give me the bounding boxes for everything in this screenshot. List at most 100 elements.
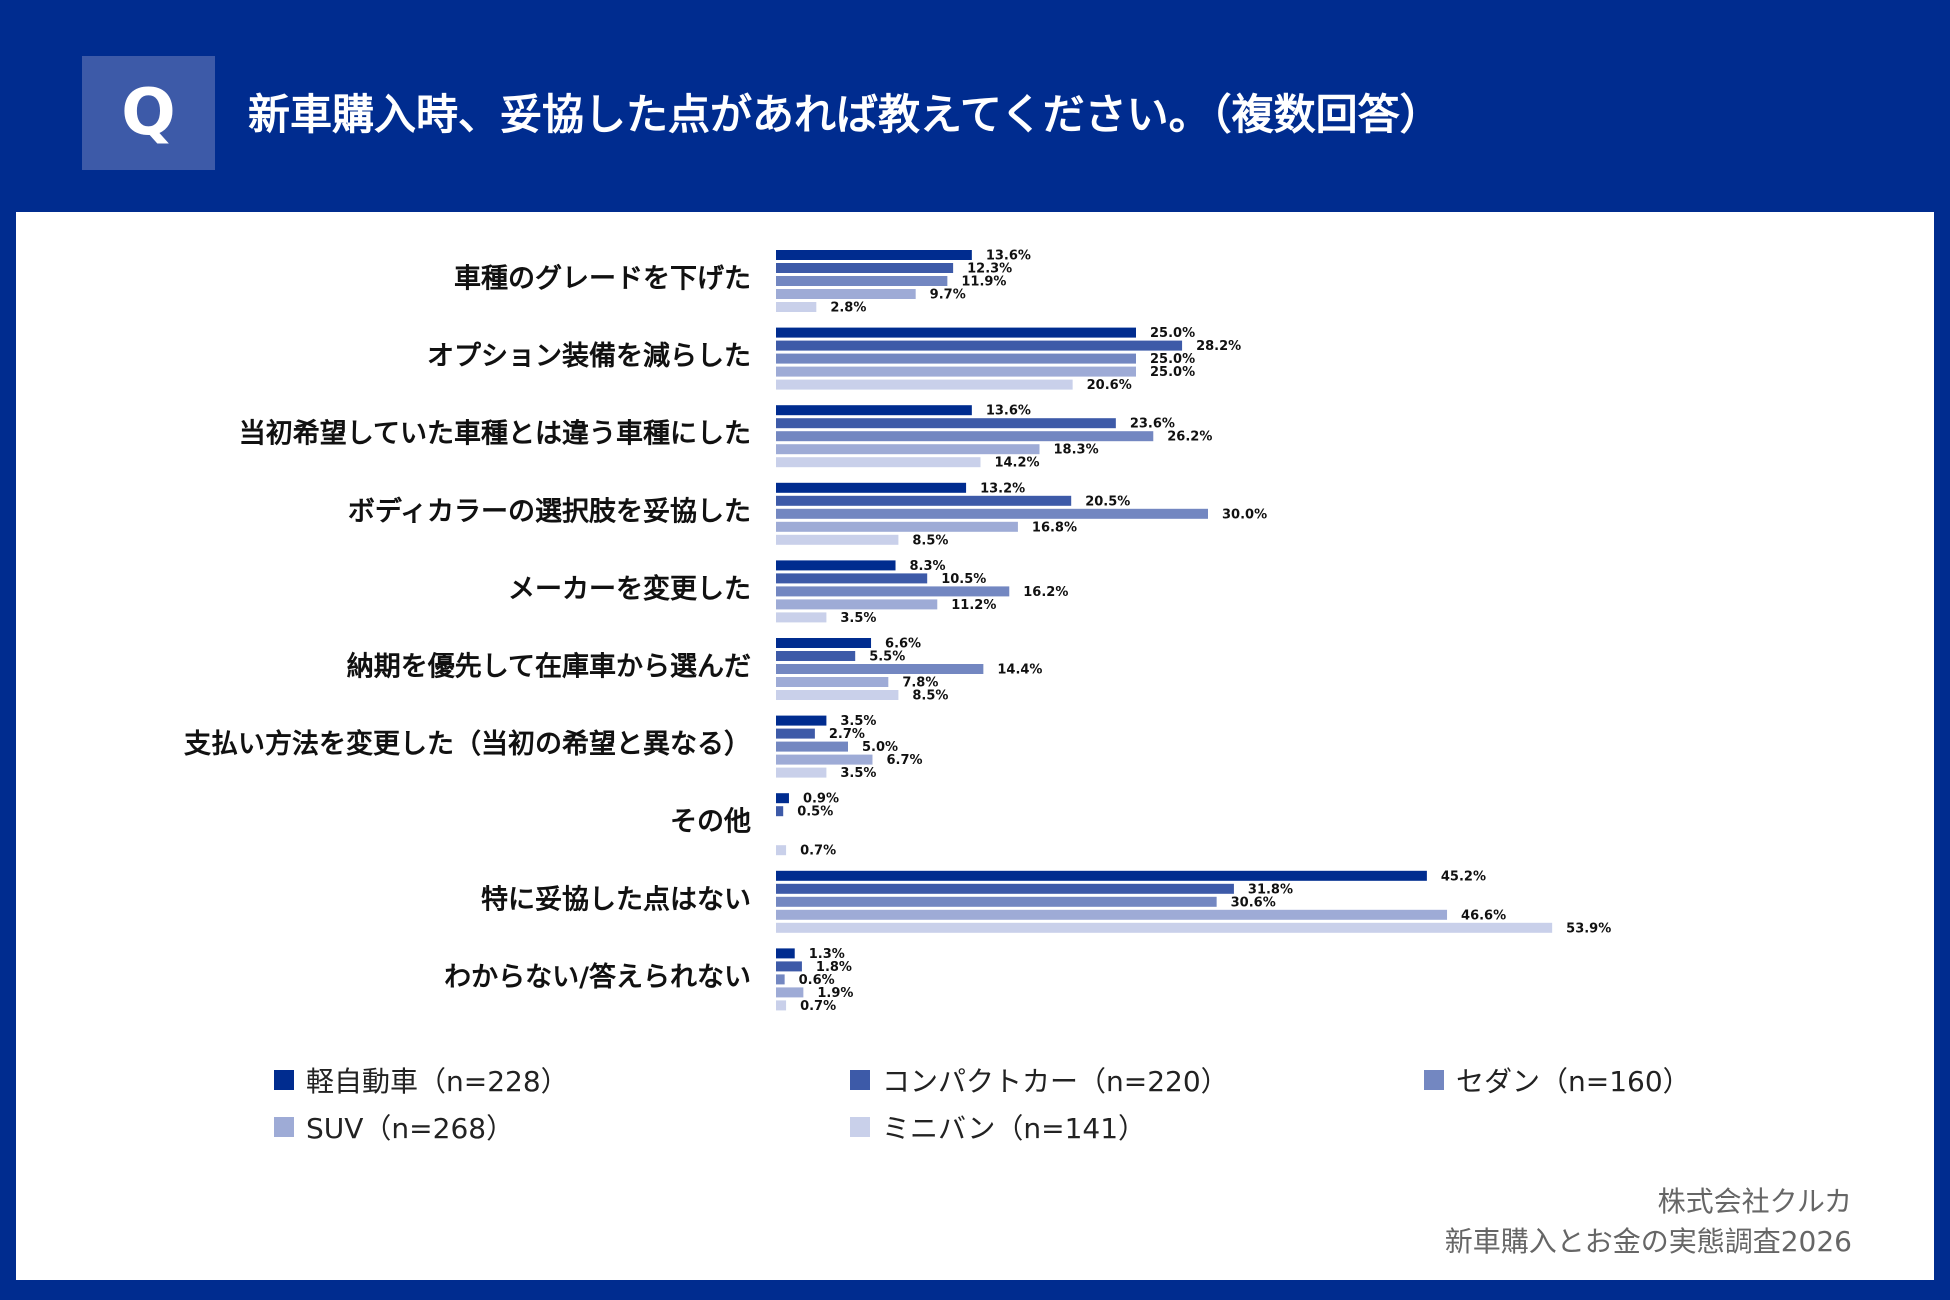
data-label: 5.0% [862, 740, 898, 755]
bar [776, 741, 848, 752]
bar [776, 922, 1553, 933]
bar [776, 534, 899, 545]
data-label: 2.7% [829, 727, 865, 742]
bar [776, 418, 1116, 429]
bar [776, 1000, 787, 1011]
category-label: 車種のグレードを下げた [454, 263, 751, 295]
bar [776, 276, 948, 286]
data-label: 11.9% [961, 275, 1006, 290]
data-label: 14.2% [994, 456, 1039, 471]
category-label: 支払い方法を変更した（当初の希望と異なる） [184, 728, 751, 760]
category-label: わからない/答えられない [444, 961, 751, 993]
chart-panel: 車種のグレードを下げた 13.6% 12.3% 11.9% 9.7% 2.8% オプション装… [16, 212, 1934, 1280]
category-label: 当初希望していた車種とは違う車種にした [239, 419, 751, 450]
data-label: 16.8% [1032, 520, 1077, 535]
data-label: 10.5% [941, 572, 986, 587]
credit-survey: 新車購入とお金の実態調査2026 [1444, 1225, 1852, 1258]
data-label: 18.3% [1054, 443, 1099, 458]
data-label: 5.5% [869, 650, 905, 665]
data-label: 23.6% [1130, 417, 1175, 432]
data-label: 26.2% [1167, 430, 1212, 445]
bar [776, 974, 785, 985]
bar [776, 263, 954, 273]
data-label: 31.8% [1248, 882, 1293, 897]
page-title: 新車購入時、妥協した点があれば教えてください。（複数回答） [248, 90, 1442, 139]
category-label: ボディカラーの選択肢を妥協した [348, 495, 751, 527]
data-label: 1.3% [809, 947, 845, 962]
data-label: 25.0% [1150, 352, 1195, 367]
data-label: 2.8% [830, 301, 866, 316]
bar [776, 444, 1040, 455]
bar [776, 302, 817, 312]
data-label: 0.9% [803, 792, 839, 807]
data-label: 13.2% [980, 481, 1025, 496]
bar [776, 495, 1072, 506]
data-label: 3.5% [840, 766, 876, 781]
bar [776, 767, 827, 778]
bar [776, 754, 873, 765]
data-label: 12.3% [967, 262, 1012, 277]
bar [776, 612, 827, 623]
data-label: 45.2% [1441, 869, 1486, 884]
data-label: 8.5% [912, 533, 948, 548]
data-label: 11.2% [951, 598, 996, 613]
bar [776, 690, 899, 700]
data-label: 20.5% [1085, 494, 1130, 509]
category-label: 納期を優先して在庫車から選んだ [347, 651, 751, 683]
data-label: 30.0% [1222, 507, 1267, 522]
bar [776, 599, 938, 610]
data-label: 28.2% [1196, 339, 1241, 354]
category-label: その他 [670, 807, 751, 838]
bar [776, 909, 1448, 920]
bar [776, 482, 967, 493]
bar [776, 715, 827, 726]
data-label: 20.6% [1087, 378, 1132, 393]
bar [776, 651, 856, 661]
data-label: 8.3% [910, 559, 946, 574]
bar [776, 806, 784, 817]
bar [776, 664, 984, 674]
data-label: 7.8% [902, 676, 938, 691]
bar [776, 948, 795, 959]
data-label: 3.5% [840, 714, 876, 729]
bar [776, 289, 916, 299]
bar [776, 793, 789, 804]
data-label: 9.7% [930, 288, 966, 303]
bar [776, 431, 1154, 442]
bar [776, 896, 1217, 907]
bar [776, 366, 1136, 377]
bar [776, 457, 981, 468]
data-label: 16.2% [1023, 585, 1068, 600]
bar [776, 508, 1208, 519]
bar-chart: 車種のグレードを下げた13.6%12.3%11.9%9.7%2.8%オプション装… [184, 249, 1611, 1014]
data-label: 14.4% [997, 663, 1042, 678]
data-label: 1.8% [816, 960, 852, 975]
bar [776, 961, 802, 972]
bar [776, 677, 889, 687]
data-label: 1.9% [817, 986, 853, 1001]
data-label: 0.7% [800, 844, 836, 859]
bar [776, 870, 1427, 881]
bar [776, 728, 815, 739]
data-label: 30.6% [1231, 895, 1276, 910]
data-label: 6.6% [885, 637, 921, 652]
bar [776, 405, 972, 416]
data-label: 46.6% [1461, 908, 1506, 923]
bar [776, 560, 896, 571]
data-label: 53.9% [1566, 921, 1611, 936]
bar [776, 521, 1018, 532]
data-label: 3.5% [840, 611, 876, 626]
data-label: 8.5% [912, 689, 948, 704]
category-label: メーカーを変更した [508, 573, 751, 605]
data-label: 25.0% [1150, 326, 1195, 341]
data-label: 0.7% [800, 999, 836, 1014]
data-label: 0.5% [797, 805, 833, 820]
bar [776, 573, 928, 584]
bar [776, 987, 804, 998]
credit-company: 株式会社クルカ [1657, 1185, 1852, 1218]
data-label: 6.7% [886, 753, 922, 768]
bar [776, 883, 1234, 894]
data-label: 25.0% [1150, 365, 1195, 380]
category-label: 特に妥協した点はない [481, 884, 751, 915]
bar [776, 353, 1136, 364]
